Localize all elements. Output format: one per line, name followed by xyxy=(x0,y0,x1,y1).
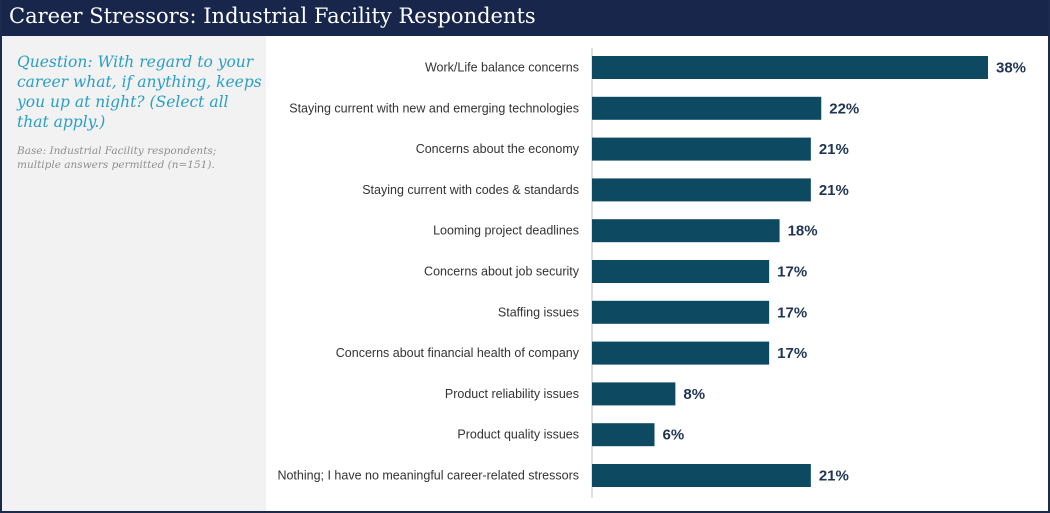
bar xyxy=(592,137,811,161)
header-bar: Career Stressors: Industrial Facility Re… xyxy=(0,0,1050,36)
value-label: 18% xyxy=(788,223,818,240)
category-label: Concerns about job security xyxy=(424,265,580,279)
bar xyxy=(592,178,811,202)
bar xyxy=(592,96,822,120)
value-label: 21% xyxy=(819,182,849,199)
category-label: Concerns about the economy xyxy=(416,142,580,156)
page-title: Career Stressors: Industrial Facility Re… xyxy=(9,4,536,28)
bar xyxy=(592,260,770,283)
value-label: 21% xyxy=(819,141,849,158)
base-note: Base: Industrial Facility respondents; m… xyxy=(17,145,217,171)
bar-chart: Work/Life balance concerns 38% Staying cur… xyxy=(277,48,1026,498)
bar xyxy=(592,341,770,365)
bar xyxy=(592,382,676,406)
bar xyxy=(592,464,811,487)
bar xyxy=(592,56,988,79)
value-label: 6% xyxy=(663,427,685,444)
value-label: 17% xyxy=(777,345,807,362)
category-label: Looming project deadlines xyxy=(433,224,579,238)
value-label: 8% xyxy=(683,386,705,403)
category-label: Staffing issues xyxy=(498,305,579,319)
value-label: 17% xyxy=(777,264,807,281)
bar xyxy=(592,300,770,324)
category-label: Product reliability issues xyxy=(445,387,579,401)
category-label: Nothing; I have no meaningful career-rel… xyxy=(277,469,579,483)
question-text: Question: With regard to your career wha… xyxy=(17,53,262,131)
category-label: Product quality issues xyxy=(457,428,579,442)
value-label: 38% xyxy=(996,60,1026,77)
category-label: Staying current with new and emerging te… xyxy=(289,101,579,115)
value-label: 22% xyxy=(829,100,859,117)
question-panel xyxy=(2,36,266,511)
category-label: Staying current with codes & standards xyxy=(362,183,579,197)
value-label: 17% xyxy=(777,304,807,321)
category-label: Work/Life balance concerns xyxy=(425,61,579,75)
value-label: 21% xyxy=(819,468,849,485)
category-label: Concerns about financial health of compa… xyxy=(336,346,580,360)
bar xyxy=(592,219,780,243)
bar xyxy=(592,423,655,447)
